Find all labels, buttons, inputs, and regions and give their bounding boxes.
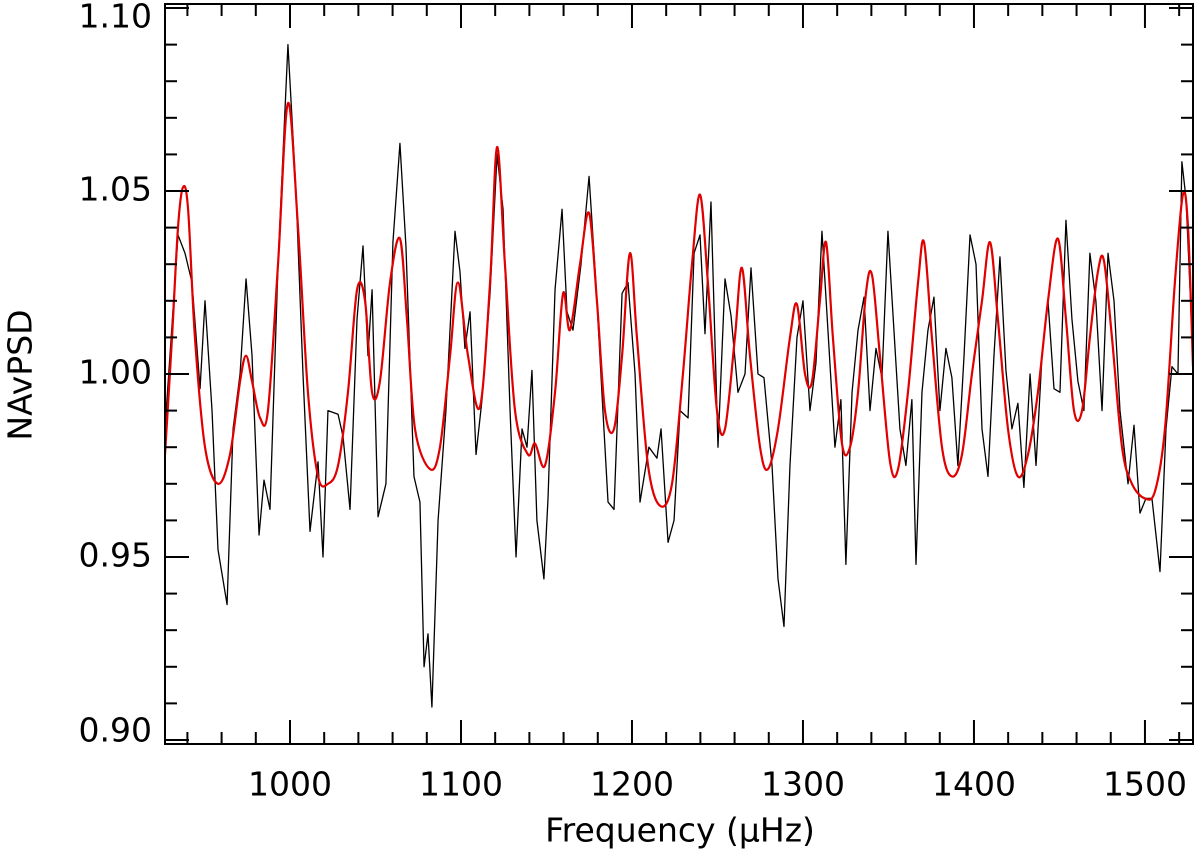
y-tick-label: 0.90 <box>79 711 152 750</box>
x-tick-label: 1300 <box>761 765 845 804</box>
x-tick-label: 1000 <box>248 765 332 804</box>
x-tick-label: 1200 <box>590 765 674 804</box>
x-axis-label: Frequency (μHz) <box>545 811 815 850</box>
x-tick-label: 1500 <box>1103 765 1187 804</box>
y-tick-label: 1.10 <box>79 0 152 36</box>
y-tick-label: 0.95 <box>79 535 152 574</box>
x-tick-label: 1100 <box>419 765 503 804</box>
data-line <box>165 102 1193 508</box>
x-tick-label: 1400 <box>932 765 1016 804</box>
y-axis-label: NAvPSD <box>1 309 40 440</box>
plot-frame <box>164 3 1194 745</box>
y-tick-label: 1.00 <box>79 353 152 392</box>
y-tick-label: 1.05 <box>79 170 152 209</box>
